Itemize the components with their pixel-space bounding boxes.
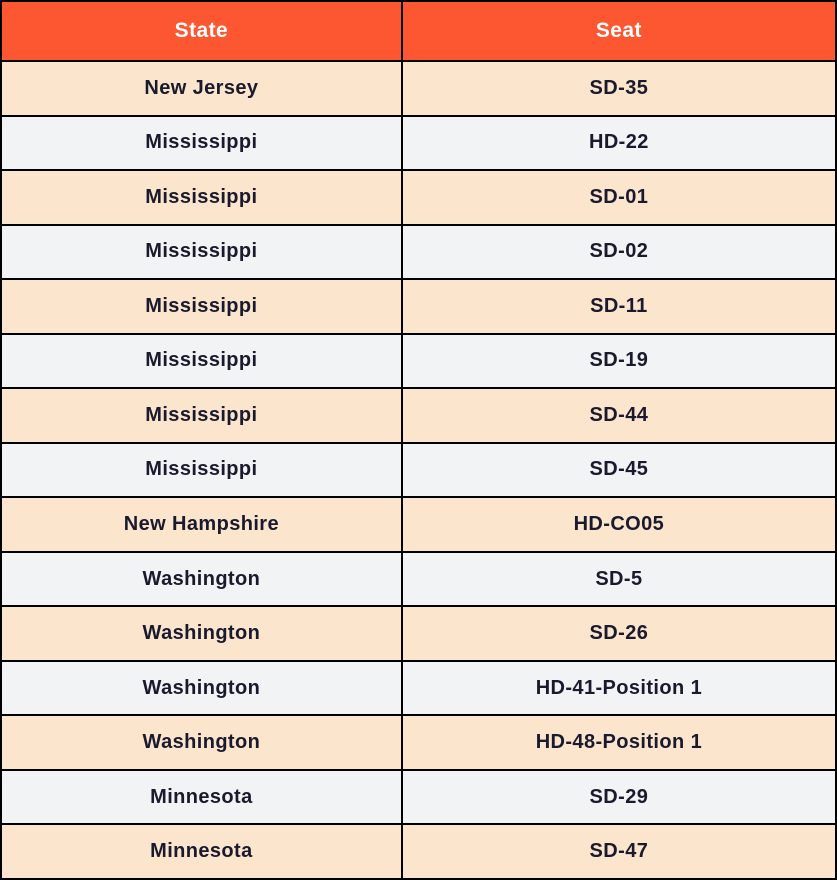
table-row: Minnesota SD-47 bbox=[0, 823, 837, 880]
seat-cell: SD-44 bbox=[400, 387, 837, 444]
header-row: State Seat bbox=[0, 0, 837, 62]
state-cell: Mississippi bbox=[0, 114, 403, 172]
table-row: New Jersey SD-35 bbox=[0, 60, 837, 117]
state-cell: Minnesota bbox=[0, 823, 403, 880]
seat-cell: HD-41-Position 1 bbox=[400, 659, 837, 717]
state-cell: Minnesota bbox=[0, 768, 403, 826]
state-cell: Mississippi bbox=[0, 441, 403, 499]
table-row: Mississippi SD-44 bbox=[0, 387, 837, 444]
seat-cell: HD-CO05 bbox=[400, 496, 837, 553]
state-cell: Washington bbox=[0, 714, 403, 771]
table-row: Mississippi SD-11 bbox=[0, 278, 837, 335]
state-cell: Mississippi bbox=[0, 332, 403, 390]
state-cell: Mississippi bbox=[0, 387, 403, 444]
seat-cell: SD-29 bbox=[400, 768, 837, 826]
seat-cell: SD-11 bbox=[400, 278, 837, 335]
table-row: Mississippi SD-01 bbox=[0, 169, 837, 226]
table-row: Mississippi SD-45 bbox=[0, 441, 837, 499]
table-row: Washington SD-26 bbox=[0, 605, 837, 662]
table-row: Washington SD-5 bbox=[0, 550, 837, 608]
table-row: Washington HD-41-Position 1 bbox=[0, 659, 837, 717]
seat-cell: HD-22 bbox=[400, 114, 837, 172]
seat-cell: SD-02 bbox=[400, 223, 837, 281]
seat-cell: SD-47 bbox=[400, 823, 837, 880]
seat-cell: SD-26 bbox=[400, 605, 837, 662]
state-cell: New Jersey bbox=[0, 60, 403, 117]
state-cell: New Hampshire bbox=[0, 496, 403, 553]
seat-cell: SD-45 bbox=[400, 441, 837, 499]
column-header-seat: Seat bbox=[400, 0, 837, 62]
state-cell: Mississippi bbox=[0, 169, 403, 226]
state-cell: Mississippi bbox=[0, 278, 403, 335]
state-cell: Washington bbox=[0, 659, 403, 717]
seat-cell: HD-48-Position 1 bbox=[400, 714, 837, 771]
state-cell: Washington bbox=[0, 550, 403, 608]
seat-cell: SD-19 bbox=[400, 332, 837, 390]
table-row: Washington HD-48-Position 1 bbox=[0, 714, 837, 771]
state-cell: Washington bbox=[0, 605, 403, 662]
table-row: New Hampshire HD-CO05 bbox=[0, 496, 837, 553]
table-row: Mississippi HD-22 bbox=[0, 114, 837, 172]
state-cell: Mississippi bbox=[0, 223, 403, 281]
table-row: Minnesota SD-29 bbox=[0, 768, 837, 826]
column-header-state: State bbox=[0, 0, 403, 62]
table-row: Mississippi SD-19 bbox=[0, 332, 837, 390]
table-row: Mississippi SD-02 bbox=[0, 223, 837, 281]
seat-cell: SD-5 bbox=[400, 550, 837, 608]
seat-cell: SD-01 bbox=[400, 169, 837, 226]
seat-cell: SD-35 bbox=[400, 60, 837, 117]
